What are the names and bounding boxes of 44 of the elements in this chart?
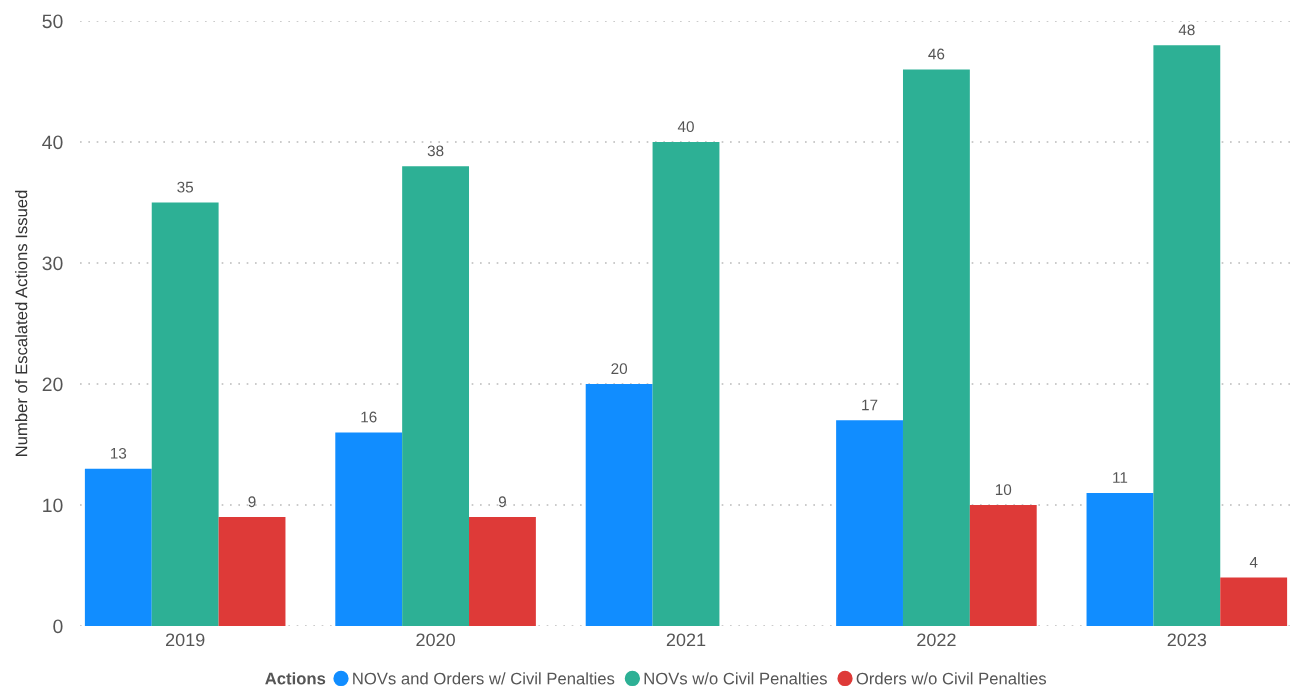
y-tick-label: 10 bbox=[43, 498, 63, 513]
data-label: 20 bbox=[611, 363, 628, 375]
bar bbox=[1086, 492, 1154, 626]
bar bbox=[836, 420, 903, 626]
x-tick-label: 2023 bbox=[1167, 633, 1207, 647]
data-label: 9 bbox=[498, 496, 506, 508]
y-tick-label: 40 bbox=[42, 135, 63, 150]
data-label: 16 bbox=[361, 411, 377, 423]
bar bbox=[469, 517, 536, 626]
legend-label: Orders w/o Civil Penalties bbox=[856, 672, 1047, 685]
bar bbox=[652, 142, 720, 626]
y-tick-label: 50 bbox=[42, 14, 63, 29]
legend-label: NOVs w/o Civil Penalties bbox=[644, 672, 827, 685]
data-label: 40 bbox=[677, 121, 694, 133]
bar bbox=[84, 468, 152, 626]
y-tick-label: 30 bbox=[42, 256, 63, 271]
y-tick-label: 0 bbox=[53, 619, 63, 634]
bar bbox=[151, 202, 219, 626]
bar bbox=[969, 505, 1037, 626]
data-label: 38 bbox=[427, 145, 444, 157]
bar bbox=[902, 69, 970, 626]
data-label: 46 bbox=[928, 48, 945, 60]
data-label: 4 bbox=[1249, 556, 1258, 568]
x-tick-label: 2022 bbox=[917, 633, 956, 647]
x-tick-label: 2020 bbox=[416, 633, 455, 647]
data-label: 11 bbox=[1113, 472, 1128, 483]
data-label: 10 bbox=[995, 484, 1012, 496]
bar bbox=[335, 432, 403, 626]
bar bbox=[585, 384, 653, 626]
bar bbox=[1220, 577, 1288, 626]
y-tick-label: 20 bbox=[42, 377, 63, 392]
data-label: 48 bbox=[1178, 24, 1195, 36]
bar bbox=[402, 166, 470, 626]
legend-title: Actions bbox=[265, 672, 326, 685]
data-label: 13 bbox=[110, 447, 127, 459]
data-label: 17 bbox=[862, 399, 878, 411]
y-axis-title: Number of Escalated Actions Issued bbox=[15, 190, 28, 456]
x-tick-label: 2019 bbox=[166, 633, 205, 647]
legend-label: NOVs and Orders w/ Civil Penalties bbox=[353, 672, 615, 685]
data-label: 35 bbox=[177, 181, 194, 193]
bar bbox=[1153, 45, 1221, 626]
data-label: 9 bbox=[248, 496, 256, 508]
x-tick-label: 2021 bbox=[666, 633, 706, 647]
bar bbox=[218, 517, 286, 626]
